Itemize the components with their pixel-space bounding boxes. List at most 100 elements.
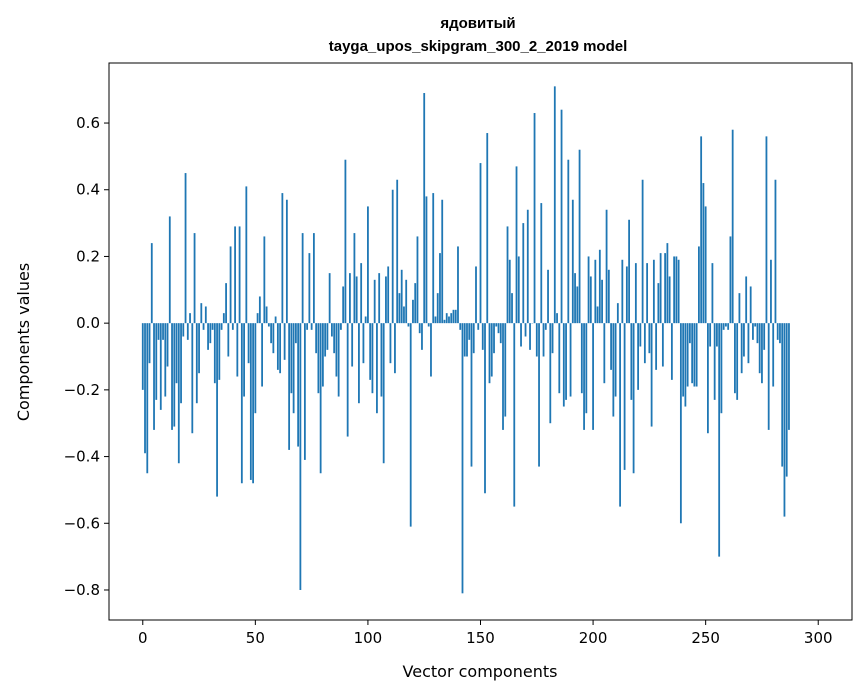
- bar: [373, 279, 376, 324]
- bar: [164, 323, 167, 397]
- bar: [727, 323, 730, 330]
- bar: [643, 323, 646, 364]
- bar: [725, 323, 727, 327]
- bar: [558, 323, 561, 394]
- bar: [427, 323, 430, 327]
- bar: [299, 323, 302, 590]
- bar: [740, 323, 743, 374]
- bar: [337, 323, 340, 397]
- x-axis-ticks: 0 50 100 150 200 250 300: [138, 620, 833, 647]
- bar: [409, 323, 412, 527]
- bar: [679, 323, 682, 524]
- bar: [716, 323, 718, 347]
- bar: [538, 323, 540, 467]
- bar: [439, 253, 441, 324]
- bar: [736, 323, 739, 400]
- bar: [466, 323, 468, 357]
- x-tick-label: 100: [354, 629, 383, 647]
- bar: [659, 253, 662, 324]
- bar: [231, 323, 234, 330]
- bar: [173, 323, 176, 427]
- bar: [468, 323, 471, 340]
- bar: [520, 323, 522, 347]
- bar: [628, 219, 630, 324]
- bar: [414, 283, 417, 324]
- bar: [540, 203, 543, 324]
- bar: [216, 323, 218, 497]
- bar: [691, 323, 694, 384]
- bar: [310, 323, 313, 330]
- bar: [513, 323, 516, 507]
- bar: [499, 323, 502, 344]
- bar: [146, 323, 149, 474]
- bar: [481, 323, 484, 350]
- bar: [387, 266, 390, 324]
- bar: [535, 323, 538, 357]
- bar: [664, 253, 667, 324]
- bar: [774, 179, 777, 324]
- bar: [729, 236, 732, 324]
- y-tick-label: 0.2: [76, 247, 100, 265]
- bar: [477, 323, 480, 330]
- bar: [772, 323, 775, 387]
- bar: [211, 323, 214, 330]
- bar: [394, 323, 396, 374]
- x-tick-label: 250: [691, 629, 720, 647]
- bar: [707, 323, 709, 434]
- bar: [623, 323, 626, 470]
- bar: [526, 209, 529, 324]
- bar: [407, 323, 410, 327]
- bar: [398, 293, 401, 324]
- bar: [497, 323, 500, 334]
- bar: [747, 323, 750, 364]
- bar: [713, 323, 716, 400]
- bar: [515, 166, 518, 324]
- bar: [648, 323, 651, 354]
- bar: [452, 309, 455, 324]
- bar: [632, 323, 635, 474]
- bar: [765, 136, 768, 324]
- bar: [222, 313, 225, 324]
- bar: [612, 323, 615, 417]
- x-tick-label: 0: [138, 629, 148, 647]
- bar: [342, 286, 345, 324]
- bar: [619, 323, 621, 507]
- bar: [457, 246, 459, 324]
- bar: [380, 323, 383, 397]
- bar: [763, 323, 766, 350]
- bar: [734, 323, 736, 394]
- bar: [360, 263, 363, 324]
- bar: [688, 323, 691, 344]
- bar: [353, 233, 356, 324]
- bar: [684, 323, 687, 407]
- bar: [709, 323, 712, 347]
- bar: [371, 323, 374, 394]
- bar: [274, 316, 277, 324]
- bar: [324, 323, 327, 357]
- y-axis-label: Components values: [14, 263, 33, 421]
- bar: [340, 323, 342, 330]
- bar: [752, 323, 754, 340]
- bar: [731, 129, 734, 324]
- bar: [445, 313, 448, 324]
- x-tick-label: 300: [804, 629, 833, 647]
- bar: [493, 323, 495, 354]
- bar: [517, 256, 520, 324]
- bar: [785, 323, 788, 477]
- bar: [249, 323, 252, 480]
- bar: [720, 323, 723, 414]
- bar: [421, 323, 423, 350]
- bar: [470, 323, 473, 467]
- bar: [695, 323, 698, 387]
- y-tick-label: −0.6: [64, 514, 100, 532]
- y-tick-label: −0.4: [64, 448, 100, 466]
- bar: [254, 323, 257, 414]
- bar: [378, 273, 381, 324]
- bar: [191, 323, 194, 434]
- bar: [267, 323, 270, 327]
- bar: [657, 283, 660, 324]
- bar: [418, 323, 421, 334]
- bar: [297, 323, 300, 447]
- bar: [385, 276, 387, 324]
